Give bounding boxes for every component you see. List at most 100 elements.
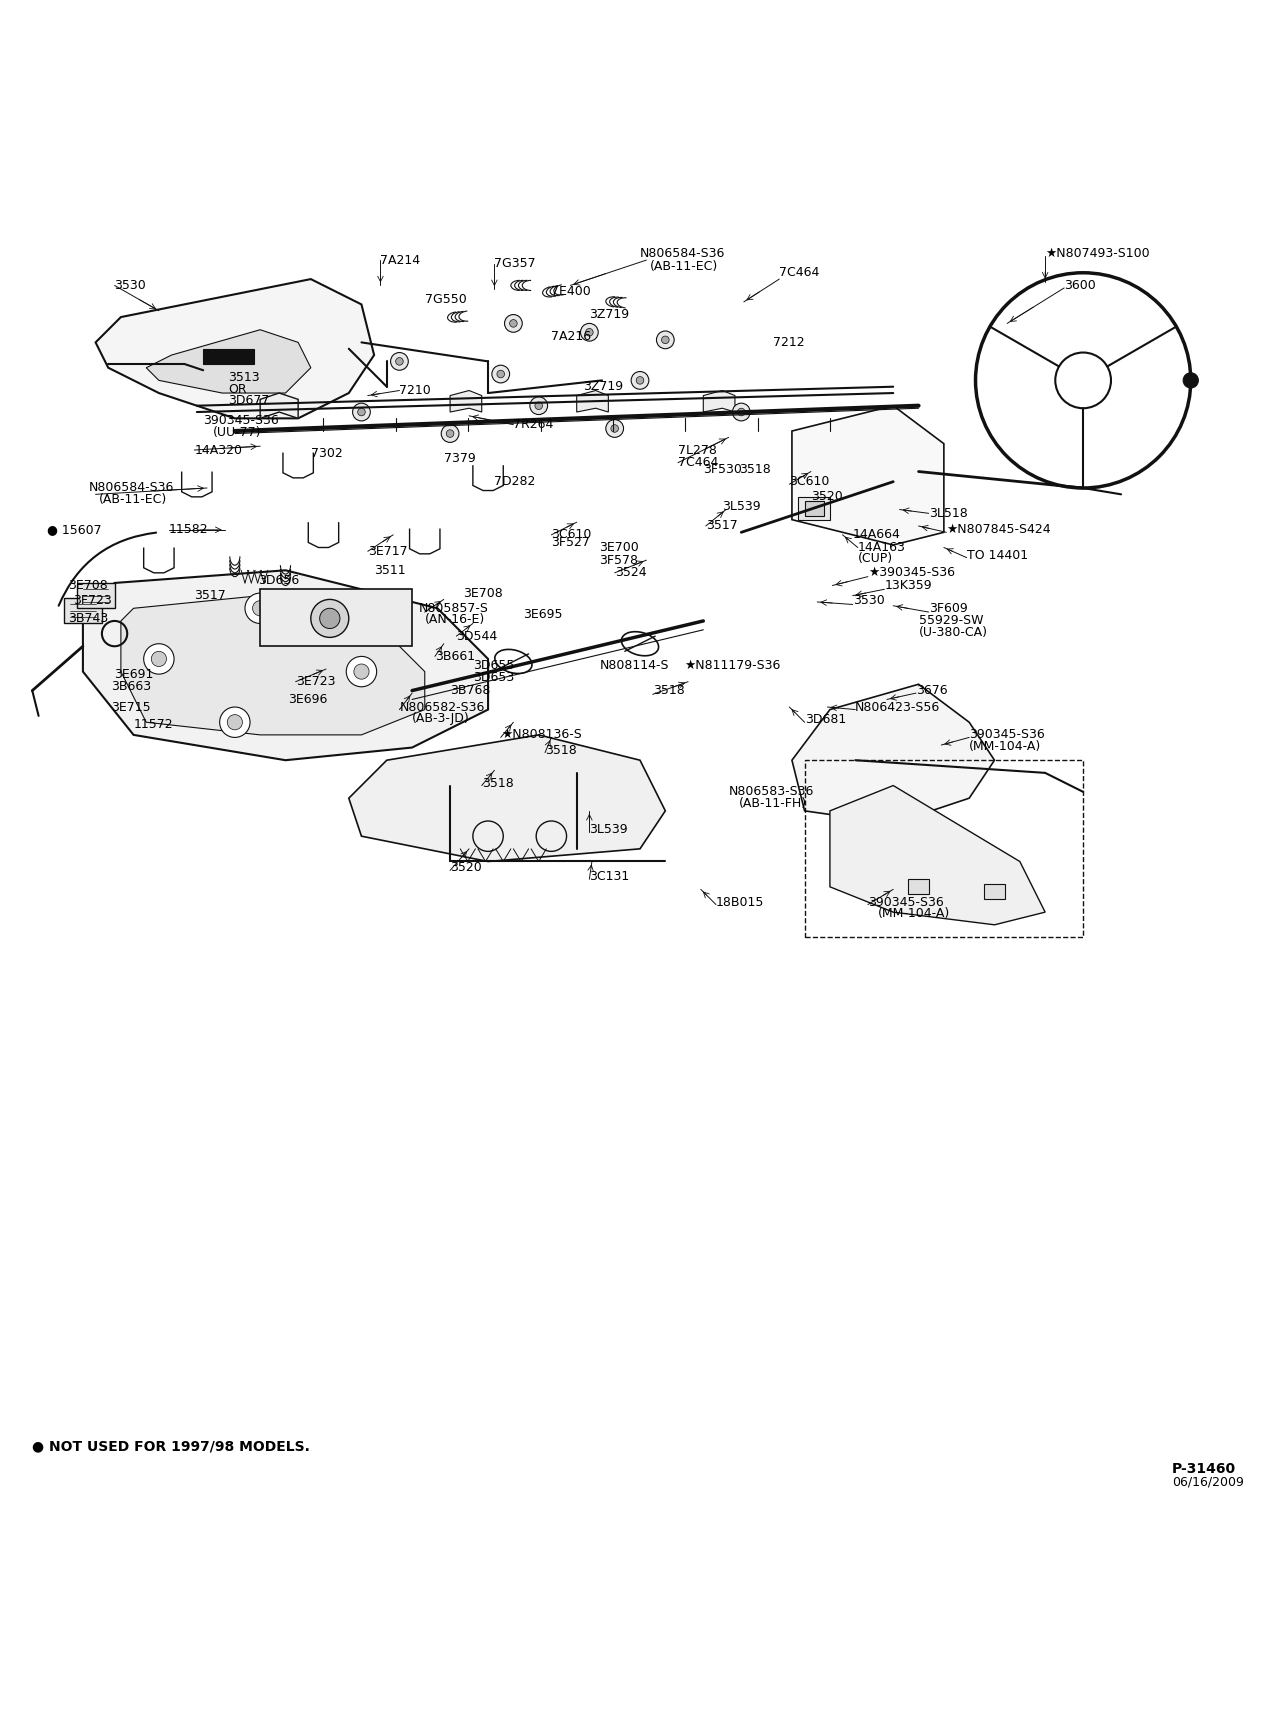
Polygon shape [348,736,666,862]
Circle shape [396,358,403,365]
Text: 3D544: 3D544 [457,629,498,643]
Circle shape [311,600,348,638]
Circle shape [357,408,365,415]
Text: (MM-104-A): (MM-104-A) [969,739,1042,753]
Text: 14A320: 14A320 [195,443,242,457]
Text: ★N811179-S36: ★N811179-S36 [685,658,781,672]
Text: 7C464: 7C464 [678,457,718,469]
Text: 3D653: 3D653 [472,672,515,684]
Text: N806584-S36: N806584-S36 [640,248,726,260]
Text: 3E717: 3E717 [367,544,407,558]
Circle shape [509,319,517,327]
Circle shape [244,593,275,624]
Text: 7212: 7212 [773,336,805,348]
Text: 3D656: 3D656 [257,574,300,588]
Text: 3520: 3520 [451,862,481,874]
Polygon shape [120,596,425,736]
Circle shape [497,370,504,377]
Bar [204,348,253,364]
Text: 14A163: 14A163 [858,541,906,555]
Text: 390345-S36: 390345-S36 [969,729,1044,741]
Polygon shape [703,391,735,412]
Polygon shape [260,393,298,419]
Text: 3Z719: 3Z719 [589,308,630,320]
Text: ● NOT USED FOR 1997/98 MODELS.: ● NOT USED FOR 1997/98 MODELS. [32,1439,310,1454]
Text: N806582-S36: N806582-S36 [399,701,485,713]
Circle shape [657,331,675,348]
Circle shape [631,372,649,389]
Text: 3B663: 3B663 [111,681,151,693]
Text: 3B743: 3B743 [68,612,108,625]
Text: 3E691: 3E691 [115,667,154,681]
Circle shape [535,401,543,410]
Text: 3513: 3513 [229,372,260,384]
Text: 7G550: 7G550 [425,293,466,307]
Text: 3D681: 3D681 [805,713,846,725]
Text: 7C464: 7C464 [780,267,819,279]
Circle shape [737,408,745,415]
Circle shape [504,315,522,333]
Text: (MM-104-A): (MM-104-A) [878,906,950,920]
Circle shape [143,644,174,674]
Text: (AB-11-EC): (AB-11-EC) [650,260,718,272]
Text: TO 14401: TO 14401 [966,548,1028,562]
Bar [909,879,929,894]
Circle shape [320,608,340,629]
Polygon shape [792,405,943,544]
Text: OR: OR [229,383,247,396]
Text: 7210: 7210 [399,384,431,396]
Text: 3F723: 3F723 [73,594,111,606]
Text: 3L539: 3L539 [589,824,628,836]
Text: 11582: 11582 [169,524,209,536]
Text: 3F609: 3F609 [929,601,968,615]
Text: 3517: 3517 [195,589,227,601]
Text: 3E708: 3E708 [463,586,503,600]
Text: 13K359: 13K359 [884,579,932,593]
Text: 14A664: 14A664 [852,529,901,541]
Text: N806584-S36: N806584-S36 [90,481,174,495]
Text: (AB-3-JD): (AB-3-JD) [412,712,470,725]
Circle shape [151,651,166,667]
Bar [77,582,115,608]
Text: 3F578: 3F578 [599,553,639,567]
Circle shape [605,420,623,438]
Text: 7G357: 7G357 [494,257,536,271]
Polygon shape [83,570,488,760]
Text: ★390345-S36: ★390345-S36 [868,567,955,579]
Text: 3E696: 3E696 [288,693,328,706]
Text: 7E400: 7E400 [552,286,591,298]
Circle shape [252,601,268,615]
Text: 7A216: 7A216 [552,329,591,343]
Text: (CUP): (CUP) [858,553,893,565]
Text: N806423-S56: N806423-S56 [855,701,941,713]
Polygon shape [451,391,481,412]
Bar [805,501,823,515]
Text: 3C131: 3C131 [589,870,630,884]
Text: (AB-11-EC): (AB-11-EC) [100,493,168,507]
Text: ★N807845-S424: ★N807845-S424 [946,524,1051,536]
Text: 7A214: 7A214 [380,253,421,267]
Text: 3C610: 3C610 [790,476,829,488]
Circle shape [447,429,454,438]
Text: ● 15607: ● 15607 [47,524,102,536]
Text: P-31460: P-31460 [1171,1463,1236,1477]
Text: 3530: 3530 [852,594,884,606]
Text: 3E700: 3E700 [599,541,639,555]
Text: 3L539: 3L539 [722,500,760,513]
Text: 3518: 3518 [653,684,685,698]
Bar [984,884,1005,899]
Text: 3L518: 3L518 [929,507,968,520]
Text: 3D655: 3D655 [472,658,515,672]
Bar [64,598,102,624]
Text: 390345-S36: 390345-S36 [868,896,943,908]
Text: 06/16/2009: 06/16/2009 [1171,1475,1244,1489]
Text: ★N808136-S: ★N808136-S [500,729,581,741]
Circle shape [585,329,593,336]
Text: 3Z719: 3Z719 [582,381,623,393]
Text: 3530: 3530 [115,279,146,291]
Circle shape [530,396,548,415]
Circle shape [347,656,376,687]
Text: 390345-S36: 390345-S36 [204,415,279,427]
FancyArrowPatch shape [59,532,156,606]
Polygon shape [829,786,1046,925]
